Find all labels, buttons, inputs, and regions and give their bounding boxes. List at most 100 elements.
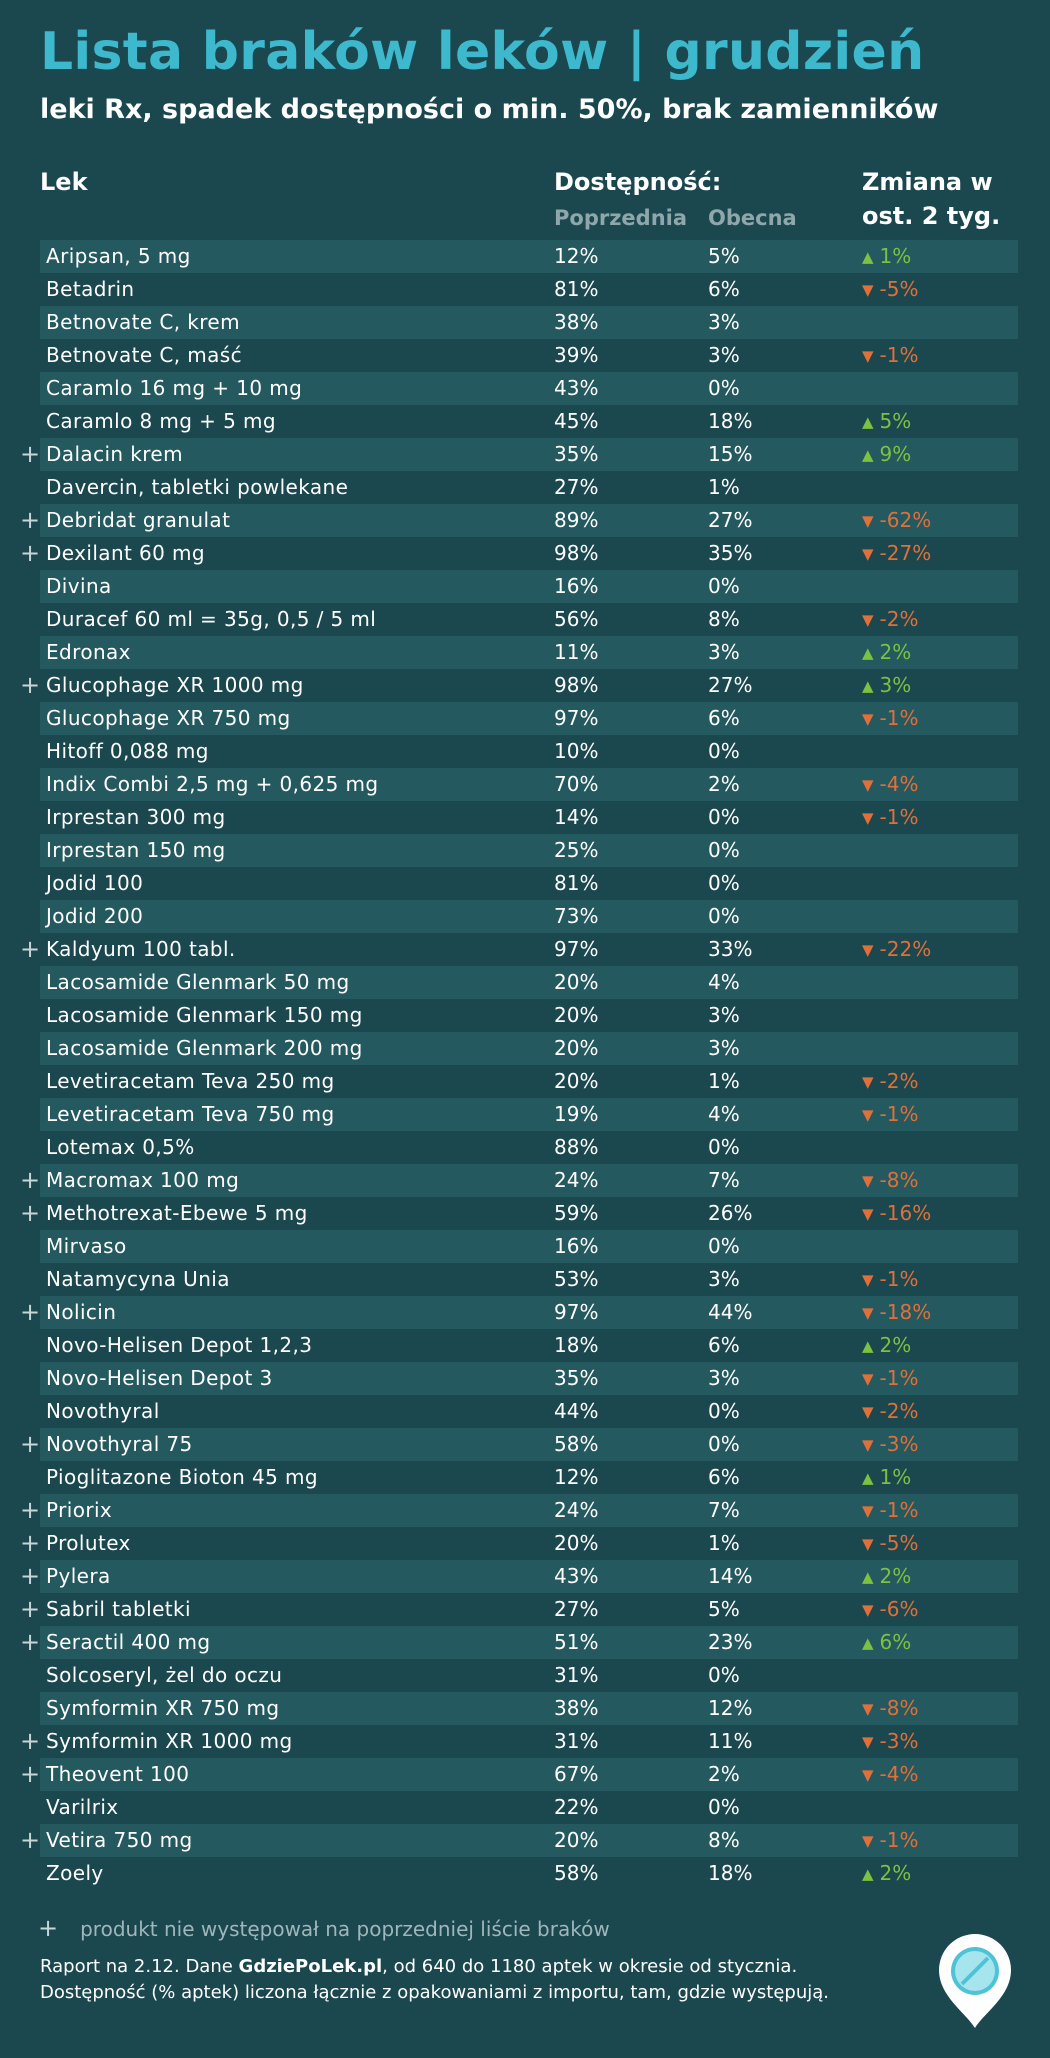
- drug-name: Novo-Helisen Depot 1,2,3: [46, 1333, 313, 1357]
- change-value: ▲ 1%: [862, 240, 911, 275]
- change-percent: -2%: [879, 607, 919, 631]
- change-value: ▼ -4%: [862, 768, 919, 803]
- table-row: Aripsan, 5 mg 12% 5% ▲ 1%: [40, 240, 1018, 273]
- current-availability: 44%: [708, 1300, 753, 1324]
- drug-name: Betnovate C, krem: [46, 310, 241, 334]
- drug-name: Nolicin: [46, 1300, 117, 1324]
- current-availability: 0%: [708, 1795, 740, 1819]
- table-row: + Vetira 750 mg 20% 8% ▼ -1%: [20, 1824, 1018, 1857]
- current-availability: 3%: [708, 1366, 740, 1390]
- new-product-icon: +: [20, 1628, 41, 1656]
- current-availability: 0%: [708, 904, 740, 928]
- current-availability: 8%: [708, 607, 740, 631]
- table-row: + Methotrexat-Ebewe 5 mg 59% 26% ▼ -16%: [20, 1197, 1018, 1230]
- drug-name: Solcoseryl, żel do oczu: [46, 1663, 283, 1687]
- footer-line-1: Raport na 2.12. Dane GdziePoLek.pl, od 6…: [40, 1956, 797, 1977]
- current-availability: 35%: [708, 541, 753, 565]
- change-percent: -1%: [879, 1498, 919, 1522]
- previous-availability: 12%: [554, 1465, 599, 1489]
- current-availability: 4%: [708, 1102, 740, 1126]
- previous-availability: 73%: [554, 904, 599, 928]
- row-background: [40, 636, 1018, 669]
- current-availability: 12%: [708, 1696, 753, 1720]
- previous-availability: 89%: [554, 508, 599, 532]
- table-row: + Macromax 100 mg 24% 7% ▼ -8%: [20, 1164, 1018, 1197]
- table-row: + Glucophage XR 1000 mg 98% 27% ▲ 3%: [20, 669, 1018, 702]
- table-row: Caramlo 8 mg + 5 mg 45% 18% ▲ 5%: [40, 405, 1018, 438]
- table-row: Davercin, tabletki powlekane 27% 1%: [40, 471, 1018, 504]
- column-header-current: Obecna: [708, 206, 797, 230]
- table-row: Glucophage XR 750 mg 97% 6% ▼ -1%: [40, 702, 1018, 735]
- current-availability: 8%: [708, 1828, 740, 1852]
- previous-availability: 14%: [554, 805, 599, 829]
- current-availability: 0%: [708, 376, 740, 400]
- row-background: [40, 438, 1018, 471]
- change-value: ▼ -2%: [862, 1065, 919, 1100]
- drug-name: Levetiracetam Teva 250 mg: [46, 1069, 335, 1093]
- new-product-icon: +: [20, 1430, 41, 1458]
- row-background: [40, 1560, 1018, 1593]
- change-percent: -1%: [879, 805, 919, 829]
- current-availability: 0%: [708, 838, 740, 862]
- new-product-icon: +: [20, 506, 41, 534]
- change-percent: -5%: [879, 277, 919, 301]
- new-product-icon: +: [20, 1298, 41, 1326]
- table-row: Novo-Helisen Depot 1,2,3 18% 6% ▲ 2%: [40, 1329, 1018, 1362]
- change-percent: -1%: [879, 1267, 919, 1291]
- previous-availability: 31%: [554, 1729, 599, 1753]
- page-title: Lista braków leków | grudzień: [40, 22, 925, 82]
- previous-availability: 35%: [554, 442, 599, 466]
- new-product-icon: +: [20, 1562, 41, 1590]
- table-row: + Nolicin 97% 44% ▼ -18%: [20, 1296, 1018, 1329]
- drug-name: Theovent 100: [46, 1762, 190, 1786]
- previous-availability: 20%: [554, 1828, 599, 1852]
- current-availability: 3%: [708, 343, 740, 367]
- current-availability: 23%: [708, 1630, 753, 1654]
- current-availability: 5%: [708, 244, 740, 268]
- change-percent: 2%: [879, 1564, 912, 1588]
- change-value: ▲ 2%: [862, 1560, 911, 1595]
- row-background: [40, 768, 1018, 801]
- current-availability: 1%: [708, 475, 740, 499]
- row-background: [40, 1428, 1018, 1461]
- current-availability: 14%: [708, 1564, 753, 1588]
- new-product-icon: +: [20, 1760, 41, 1788]
- previous-availability: 58%: [554, 1861, 599, 1885]
- change-value: ▼ -2%: [862, 603, 919, 638]
- triangle-down-icon: ▼: [862, 941, 874, 959]
- drug-name: Pylera: [46, 1564, 111, 1588]
- column-header-previous: Poprzednia: [554, 206, 688, 230]
- previous-availability: 97%: [554, 937, 599, 961]
- drug-name: Irprestan 150 mg: [46, 838, 226, 862]
- drug-name: Lacosamide Glenmark 200 mg: [46, 1036, 363, 1060]
- change-value: ▼ -3%: [862, 1428, 919, 1463]
- triangle-down-icon: ▼: [862, 1535, 874, 1553]
- change-value: ▼ -6%: [862, 1593, 919, 1628]
- current-availability: 5%: [708, 1597, 740, 1621]
- drug-name: Symformin XR 1000 mg: [46, 1729, 293, 1753]
- table-row: + Priorix 24% 7% ▼ -1%: [20, 1494, 1018, 1527]
- table-row: Jodid 200 73% 0%: [40, 900, 1018, 933]
- previous-availability: 20%: [554, 1069, 599, 1093]
- drug-name: Natamycyna Unia: [46, 1267, 230, 1291]
- triangle-down-icon: ▼: [862, 1172, 874, 1190]
- drug-name: Duracef 60 ml = 35g, 0,5 / 5 ml: [46, 607, 377, 631]
- previous-availability: 81%: [554, 871, 599, 895]
- change-percent: 2%: [879, 640, 912, 664]
- current-availability: 2%: [708, 1762, 740, 1786]
- page-subtitle: leki Rx, spadek dostępności o min. 50%, …: [40, 94, 939, 125]
- previous-availability: 56%: [554, 607, 599, 631]
- table-row: Novothyral 44% 0% ▼ -2%: [40, 1395, 1018, 1428]
- change-percent: -2%: [879, 1069, 919, 1093]
- drug-name: Betadrin: [46, 277, 135, 301]
- previous-availability: 20%: [554, 970, 599, 994]
- new-product-icon: +: [20, 935, 41, 963]
- drug-name: Indix Combi 2,5 mg + 0,625 mg: [46, 772, 379, 796]
- change-value: ▲ 2%: [862, 1329, 911, 1364]
- row-background: [40, 504, 1018, 537]
- table-row: Edronax 11% 3% ▲ 2%: [40, 636, 1018, 669]
- row-background: [40, 900, 1018, 933]
- current-availability: 3%: [708, 310, 740, 334]
- current-availability: 6%: [708, 1333, 740, 1357]
- triangle-up-icon: ▲: [862, 677, 874, 695]
